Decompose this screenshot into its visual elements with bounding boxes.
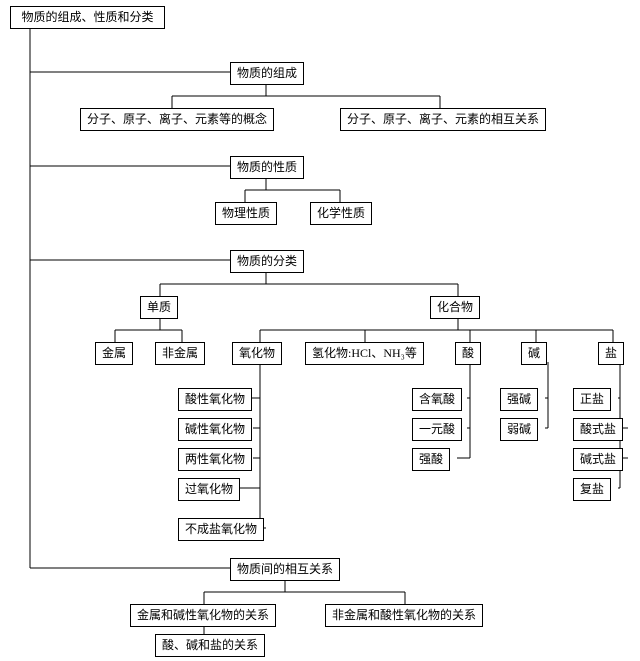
node-element-substance: 单质: [140, 296, 178, 319]
node-acid: 酸: [455, 342, 481, 365]
node-acidic-oxide: 酸性氧化物: [178, 388, 252, 411]
node-properties: 物质的性质: [230, 156, 304, 179]
node-base: 碱: [521, 342, 547, 365]
node-inter-relations: 物质间的相互关系: [230, 558, 340, 581]
node-hydride: 氢化物:HCl、NH₃等: [305, 342, 424, 365]
node-classification: 物质的分类: [230, 250, 304, 273]
node-acid-base-salt-rel: 酸、碱和盐的关系: [155, 634, 265, 657]
node-weak-base: 弱碱: [500, 418, 538, 441]
node-nonmetal-acidic-oxide-rel: 非金属和酸性氧化物的关系: [325, 604, 483, 627]
node-basic-oxide: 碱性氧化物: [178, 418, 252, 441]
node-non-salt-oxide: 不成盐氧化物: [178, 518, 264, 541]
node-metal-basic-oxide-rel: 金属和碱性氧化物的关系: [130, 604, 276, 627]
node-root: 物质的组成、性质和分类: [10, 6, 165, 29]
node-oxide: 氧化物: [232, 342, 282, 365]
node-compound: 化合物: [430, 296, 480, 319]
node-salt: 盐: [598, 342, 624, 365]
node-strong-acid: 强酸: [412, 448, 450, 471]
node-peroxide: 过氧化物: [178, 478, 240, 501]
node-concepts: 分子、原子、离子、元素等的概念: [80, 108, 274, 131]
node-nonmetal: 非金属: [155, 342, 205, 365]
node-strong-base: 强碱: [500, 388, 538, 411]
node-amphoteric-oxide: 两性氧化物: [178, 448, 252, 471]
node-relations: 分子、原子、离子、元素的相互关系: [340, 108, 546, 131]
node-basic-salt: 碱式盐: [573, 448, 623, 471]
node-composition: 物质的组成: [230, 62, 304, 85]
node-oxo-acid: 含氧酸: [412, 388, 462, 411]
node-double-salt: 复盐: [573, 478, 611, 501]
node-metal: 金属: [95, 342, 133, 365]
node-physical: 物理性质: [215, 202, 277, 225]
node-chemical: 化学性质: [310, 202, 372, 225]
node-acid-salt: 酸式盐: [573, 418, 623, 441]
node-monoprotic-acid: 一元酸: [412, 418, 462, 441]
node-normal-salt: 正盐: [573, 388, 611, 411]
